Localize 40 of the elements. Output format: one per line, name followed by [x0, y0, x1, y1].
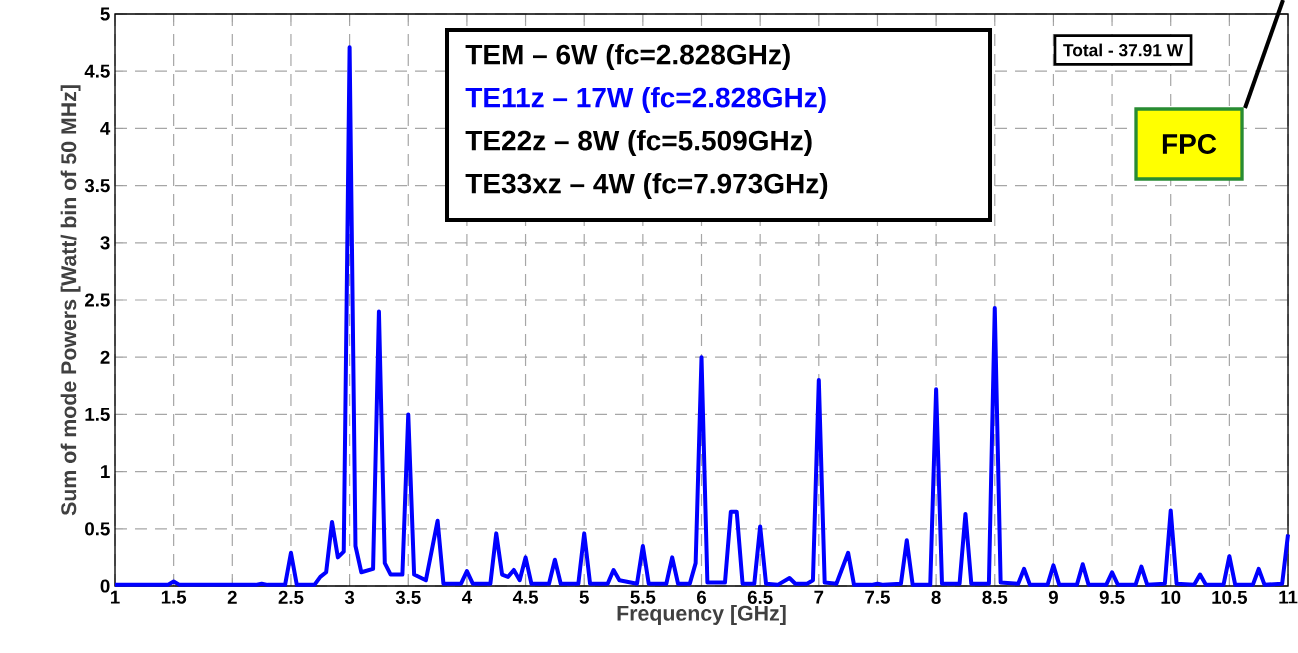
y-tick-label: 5	[100, 7, 110, 21]
y-tick-label: 3	[100, 236, 110, 250]
x-tick-label: 5	[579, 590, 589, 604]
annotation: TE33xz – 4W (fc=7.973GHz)	[465, 172, 828, 200]
y-tick-label: 1.5	[85, 407, 110, 421]
y-tick-label: 4	[100, 121, 111, 135]
annotation: TE22z – 8W (fc=5.509GHz)	[465, 129, 812, 157]
x-tick-label: 6.5	[747, 590, 773, 604]
x-tick-label: 5.5	[630, 590, 656, 604]
y-tick-label: 0	[100, 579, 110, 593]
annotation: Total - 37.91 W	[1063, 43, 1184, 57]
y-axis-title: Sum of mode Powers [Watt/ bin of 50 MHz]	[60, 85, 81, 516]
x-tick-label: 2	[227, 590, 237, 604]
x-tick-label: 8	[931, 590, 941, 604]
x-tick-label: 2.5	[278, 590, 304, 604]
x-tick-label: 11	[1279, 590, 1298, 604]
x-axis-title: Frequency [GHz]	[617, 605, 786, 625]
x-tick-label: 10.5	[1212, 590, 1248, 604]
x-tick-label: 8.5	[982, 590, 1008, 604]
y-tick-label: 1	[101, 465, 110, 479]
x-tick-label: 6	[697, 590, 707, 604]
x-tick-label: 7.5	[865, 590, 890, 604]
x-tick-label: 4.5	[512, 590, 539, 604]
y-tick-label: 2	[100, 350, 110, 364]
x-tick-label: 3.5	[395, 590, 421, 604]
y-tick-label: 3.5	[84, 178, 110, 193]
x-tick-label: 9	[1048, 590, 1058, 604]
x-tick-label: 7	[814, 590, 824, 604]
text: TE11z – 17W (fc=2.828GHz)	[465, 86, 826, 114]
x-tick-label: 1	[110, 590, 120, 604]
y-tick-label: 4.5	[84, 64, 110, 78]
x-tick-label: 9.5	[1099, 590, 1125, 604]
y-tick-label: 2.5	[84, 293, 110, 307]
x-tick-label: 3	[344, 590, 355, 604]
x-tick-label: 1.5	[161, 590, 187, 604]
annotation: FPC	[1162, 134, 1217, 154]
annotation: TEM – 6W (fc=2.828GHz)	[465, 43, 790, 71]
x-tick-label: 4	[462, 590, 472, 604]
x-tick-label: 10	[1161, 590, 1181, 604]
y-tick-label: 0.5	[85, 522, 110, 536]
